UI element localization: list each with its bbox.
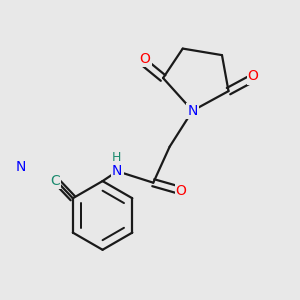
Text: O: O xyxy=(140,52,151,66)
Text: C: C xyxy=(50,174,60,188)
Text: O: O xyxy=(248,69,259,83)
Text: N: N xyxy=(112,164,122,178)
Text: N: N xyxy=(187,104,198,118)
Text: O: O xyxy=(176,184,187,198)
Text: N: N xyxy=(16,160,26,174)
Text: H: H xyxy=(112,151,121,164)
